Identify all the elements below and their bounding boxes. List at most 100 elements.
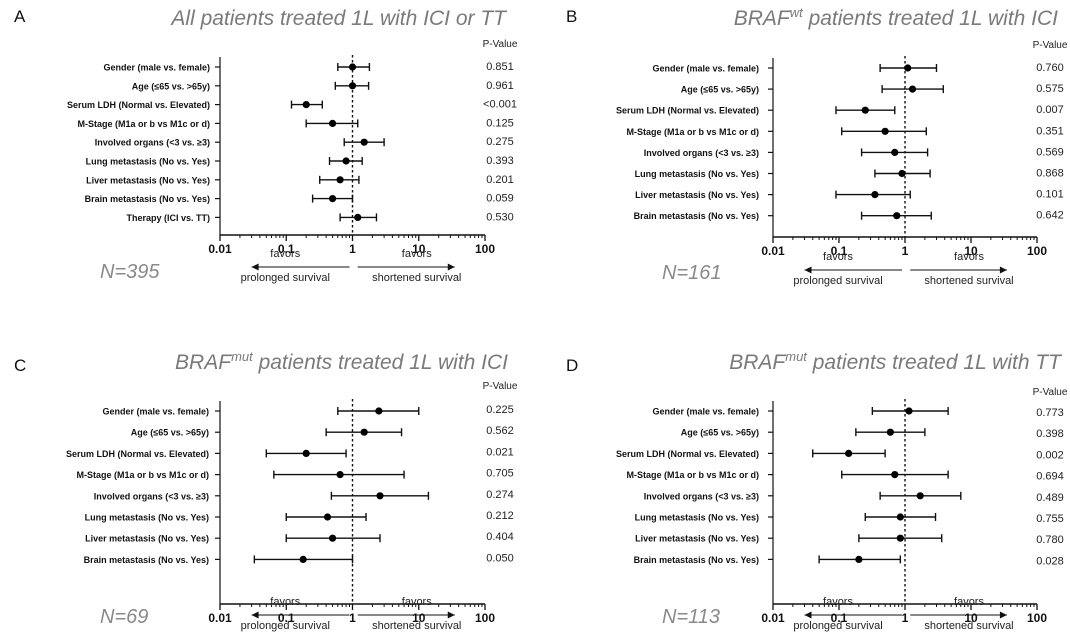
- x-tick-label: 10: [964, 244, 978, 258]
- favors-left-arrowhead: [251, 611, 259, 619]
- category-label: M-Stage (M1a or b vs M1c or d): [626, 127, 759, 137]
- category-label: Brain metastasis (No vs. Yes): [634, 211, 759, 221]
- panel-title: BRAFmut patients treated 1L with ICI: [175, 349, 508, 374]
- favors-right-arrowhead: [447, 263, 455, 271]
- sample-size-label: N=395: [100, 261, 160, 283]
- favors-left-label: favors: [270, 596, 300, 608]
- hazard-ratio-point: [360, 428, 368, 436]
- p-value: 0.773: [1036, 407, 1064, 419]
- hazard-ratio-point: [908, 85, 917, 93]
- favors-left-caption: prolonged survival: [793, 275, 882, 287]
- favors-left-label: favors: [823, 596, 853, 608]
- favors-right-label: favors: [954, 596, 984, 608]
- hazard-ratio-point: [299, 555, 307, 564]
- hazard-ratio-point: [342, 157, 350, 165]
- hazard-ratio-point: [348, 82, 357, 90]
- category-label: Therapy (ICI vs. TT): [126, 213, 210, 223]
- p-value: 0.059: [486, 193, 514, 205]
- hazard-ratio-point: [336, 176, 344, 184]
- hazard-ratio-point: [905, 407, 913, 415]
- pvalue-header: P-Value: [483, 39, 518, 50]
- x-tick-label: 100: [1027, 244, 1047, 258]
- category-label: Brain metastasis (No vs. Yes): [634, 555, 759, 565]
- category-label: Gender (male vs. female): [103, 63, 210, 73]
- panel-title: All patients treated 1L with ICI or TT: [169, 7, 508, 30]
- p-value: 0.489: [1036, 492, 1064, 504]
- favors-right-arrowhead: [999, 611, 1007, 619]
- p-value: 0.961: [486, 80, 514, 92]
- hazard-ratio-point: [881, 127, 889, 135]
- favors-right-arrowhead: [999, 266, 1007, 274]
- hazard-ratio-point: [886, 428, 894, 436]
- p-value: 0.569: [1036, 146, 1064, 158]
- hazard-ratio-point: [916, 492, 924, 500]
- category-label: Serum LDH (Normal vs. Elevated): [67, 100, 210, 110]
- p-value: 0.007: [1036, 104, 1064, 116]
- category-label: Gender (male vs. female): [102, 407, 209, 417]
- category-label: Age (≤65 vs. >65y): [681, 85, 759, 95]
- panel-letter: B: [566, 7, 577, 26]
- hazard-ratio-point: [891, 148, 899, 156]
- p-value: 0.201: [486, 174, 514, 186]
- favors-right-caption: shortened survival: [924, 620, 1013, 632]
- hazard-ratio-point: [336, 471, 344, 479]
- hazard-ratio-point: [845, 449, 853, 457]
- category-label: Gender (male vs. female): [652, 64, 759, 74]
- sample-size-label: N=161: [662, 262, 722, 284]
- panel-letter: A: [14, 7, 26, 26]
- hazard-ratio-point: [871, 191, 879, 199]
- favors-right-caption: shortened survival: [372, 272, 461, 284]
- pvalue-header: P-Value: [1033, 40, 1068, 51]
- category-label: Involved organs (<3 vs. ≥3): [94, 491, 209, 501]
- hazard-ratio-point: [896, 534, 904, 542]
- category-label: Lung metastasis (No vs. Yes): [85, 513, 209, 523]
- favors-left-caption: prolonged survival: [793, 620, 882, 632]
- p-value: 0.393: [486, 155, 514, 167]
- p-value: 0.755: [1036, 513, 1064, 525]
- hazard-ratio-point: [302, 101, 310, 109]
- p-value: 0.868: [1036, 168, 1064, 180]
- p-value: 0.398: [1036, 428, 1064, 440]
- hazard-ratio-point: [893, 212, 901, 220]
- category-label: Liver metastasis (No vs. Yes): [85, 534, 209, 544]
- hazard-ratio-point: [354, 213, 362, 221]
- panel-letter: C: [14, 356, 26, 375]
- x-tick-label: 1: [349, 242, 356, 256]
- pvalue-header: P-Value: [483, 381, 518, 392]
- hazard-ratio-point: [904, 64, 912, 72]
- category-label: Serum LDH (Normal vs. Elevated): [66, 449, 209, 459]
- x-tick-label: 0.01: [761, 244, 785, 258]
- category-label: Liver metastasis (No vs. Yes): [635, 190, 759, 200]
- p-value: 0.275: [486, 136, 514, 148]
- favors-right-caption: shortened survival: [372, 620, 461, 632]
- favors-left-caption: prolonged survival: [241, 620, 330, 632]
- hazard-ratio-point: [861, 106, 869, 114]
- category-label: Lung metastasis (No vs. Yes): [635, 169, 759, 179]
- category-label: Involved organs (<3 vs. ≥3): [95, 138, 210, 148]
- pvalue-header: P-Value: [1033, 387, 1068, 398]
- hazard-ratio-point: [891, 471, 899, 479]
- p-value: 0.694: [1036, 471, 1064, 483]
- favors-left-label: favors: [823, 251, 853, 263]
- x-tick-label: 10: [412, 242, 426, 256]
- hazard-ratio-point: [855, 555, 863, 564]
- category-label: Age (≤65 vs. >65y): [132, 81, 210, 91]
- category-label: Brain metastasis (No vs. Yes): [84, 555, 209, 565]
- category-label: Age (≤65 vs. >65y): [681, 428, 759, 438]
- category-label: Lung metastasis (No vs. Yes): [86, 157, 210, 167]
- favors-right-label: favors: [954, 251, 984, 263]
- p-value: 0.404: [486, 531, 514, 543]
- favors-left-arrowhead: [804, 266, 812, 274]
- sample-size-label: N=113: [662, 606, 720, 628]
- hazard-ratio-point: [898, 169, 906, 178]
- p-value: 0.002: [1036, 449, 1064, 461]
- p-value: 0.575: [1036, 83, 1064, 95]
- panel-title: BRAFmut patients treated 1L with TT: [729, 349, 1063, 374]
- x-tick-label: 0.1: [831, 244, 848, 258]
- category-label: Gender (male vs. female): [652, 407, 759, 417]
- panel-letter: D: [566, 356, 578, 375]
- p-value: 0.125: [486, 117, 514, 129]
- x-tick-label: 100: [475, 611, 495, 625]
- p-value: 0.021: [486, 446, 514, 458]
- category-label: Serum LDH (Normal vs. Elevated): [616, 106, 759, 116]
